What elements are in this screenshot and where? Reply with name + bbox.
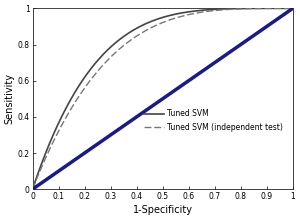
X-axis label: 1-Specificity: 1-Specificity xyxy=(133,205,193,215)
Y-axis label: Sensitivity: Sensitivity xyxy=(5,73,15,124)
Legend: Tuned SVM, Tuned SVM (independent test): Tuned SVM, Tuned SVM (independent test) xyxy=(141,106,286,135)
